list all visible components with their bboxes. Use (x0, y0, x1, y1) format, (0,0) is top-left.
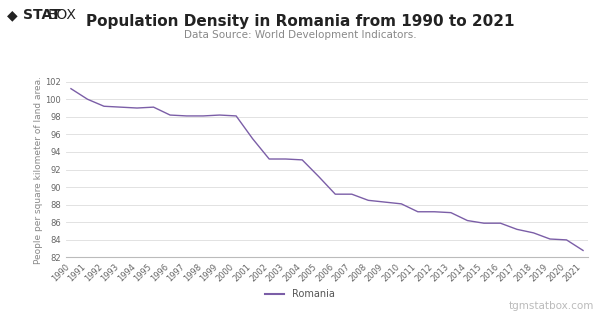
Romania (464, 219, 471, 222)
Romania (398, 202, 405, 206)
Romania (249, 137, 256, 141)
Romania (117, 105, 124, 109)
Romania (530, 231, 537, 235)
Romania (315, 175, 322, 178)
Romania (348, 192, 355, 196)
Romania (365, 198, 372, 202)
Text: ◆: ◆ (7, 8, 18, 22)
Romania (547, 237, 554, 241)
Y-axis label: People per square kilometer of land area.: People per square kilometer of land area… (34, 76, 43, 263)
Romania (133, 106, 140, 110)
Romania (414, 210, 421, 214)
Romania (447, 211, 454, 214)
Romania (563, 238, 570, 242)
Romania (431, 210, 438, 214)
Romania (580, 249, 587, 252)
Romania (266, 157, 273, 161)
Romania (282, 157, 289, 161)
Romania (200, 114, 207, 118)
Romania (481, 221, 488, 225)
Romania (166, 113, 173, 117)
Romania (332, 192, 339, 196)
Text: STAT: STAT (23, 8, 61, 22)
Romania (67, 87, 74, 90)
Line: Romania: Romania (71, 89, 583, 251)
Romania (381, 200, 388, 204)
Text: tgmstatbox.com: tgmstatbox.com (509, 301, 594, 311)
Text: Data Source: World Development Indicators.: Data Source: World Development Indicator… (184, 30, 416, 40)
Romania (299, 158, 306, 162)
Romania (183, 114, 190, 118)
Text: Population Density in Romania from 1990 to 2021: Population Density in Romania from 1990 … (86, 14, 514, 29)
Legend: Romania: Romania (261, 285, 339, 303)
Romania (84, 97, 91, 101)
Romania (100, 104, 107, 108)
Romania (150, 105, 157, 109)
Text: BOX: BOX (47, 8, 76, 22)
Romania (233, 114, 240, 118)
Romania (514, 227, 521, 231)
Romania (497, 221, 504, 225)
Romania (216, 113, 223, 117)
